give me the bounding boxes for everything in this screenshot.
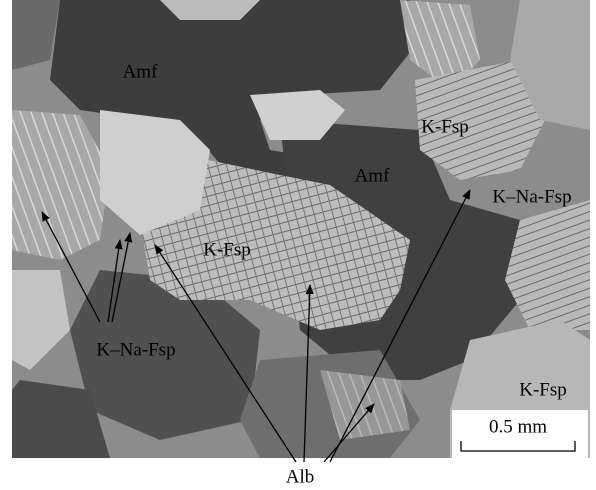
micrograph-figure: 0.5 mm Amf K-Fsp Amf K–Na-Fsp K-Fsp K–Na… bbox=[0, 0, 596, 490]
mineral-label: K-Fsp bbox=[203, 239, 251, 260]
mineral-label: K–Na-Fsp bbox=[492, 186, 571, 207]
caption-label: Alb bbox=[286, 466, 315, 487]
mineral-label: Amf bbox=[355, 165, 391, 186]
mineral-label: K–Na-Fsp bbox=[96, 339, 175, 360]
scale-bar-label: 0.5 mm bbox=[489, 416, 547, 437]
mineral-label: K-Fsp bbox=[519, 379, 567, 400]
mineral-label: K-Fsp bbox=[421, 116, 469, 137]
mineral-label: Amf bbox=[123, 61, 159, 82]
photo bbox=[12, 0, 590, 458]
